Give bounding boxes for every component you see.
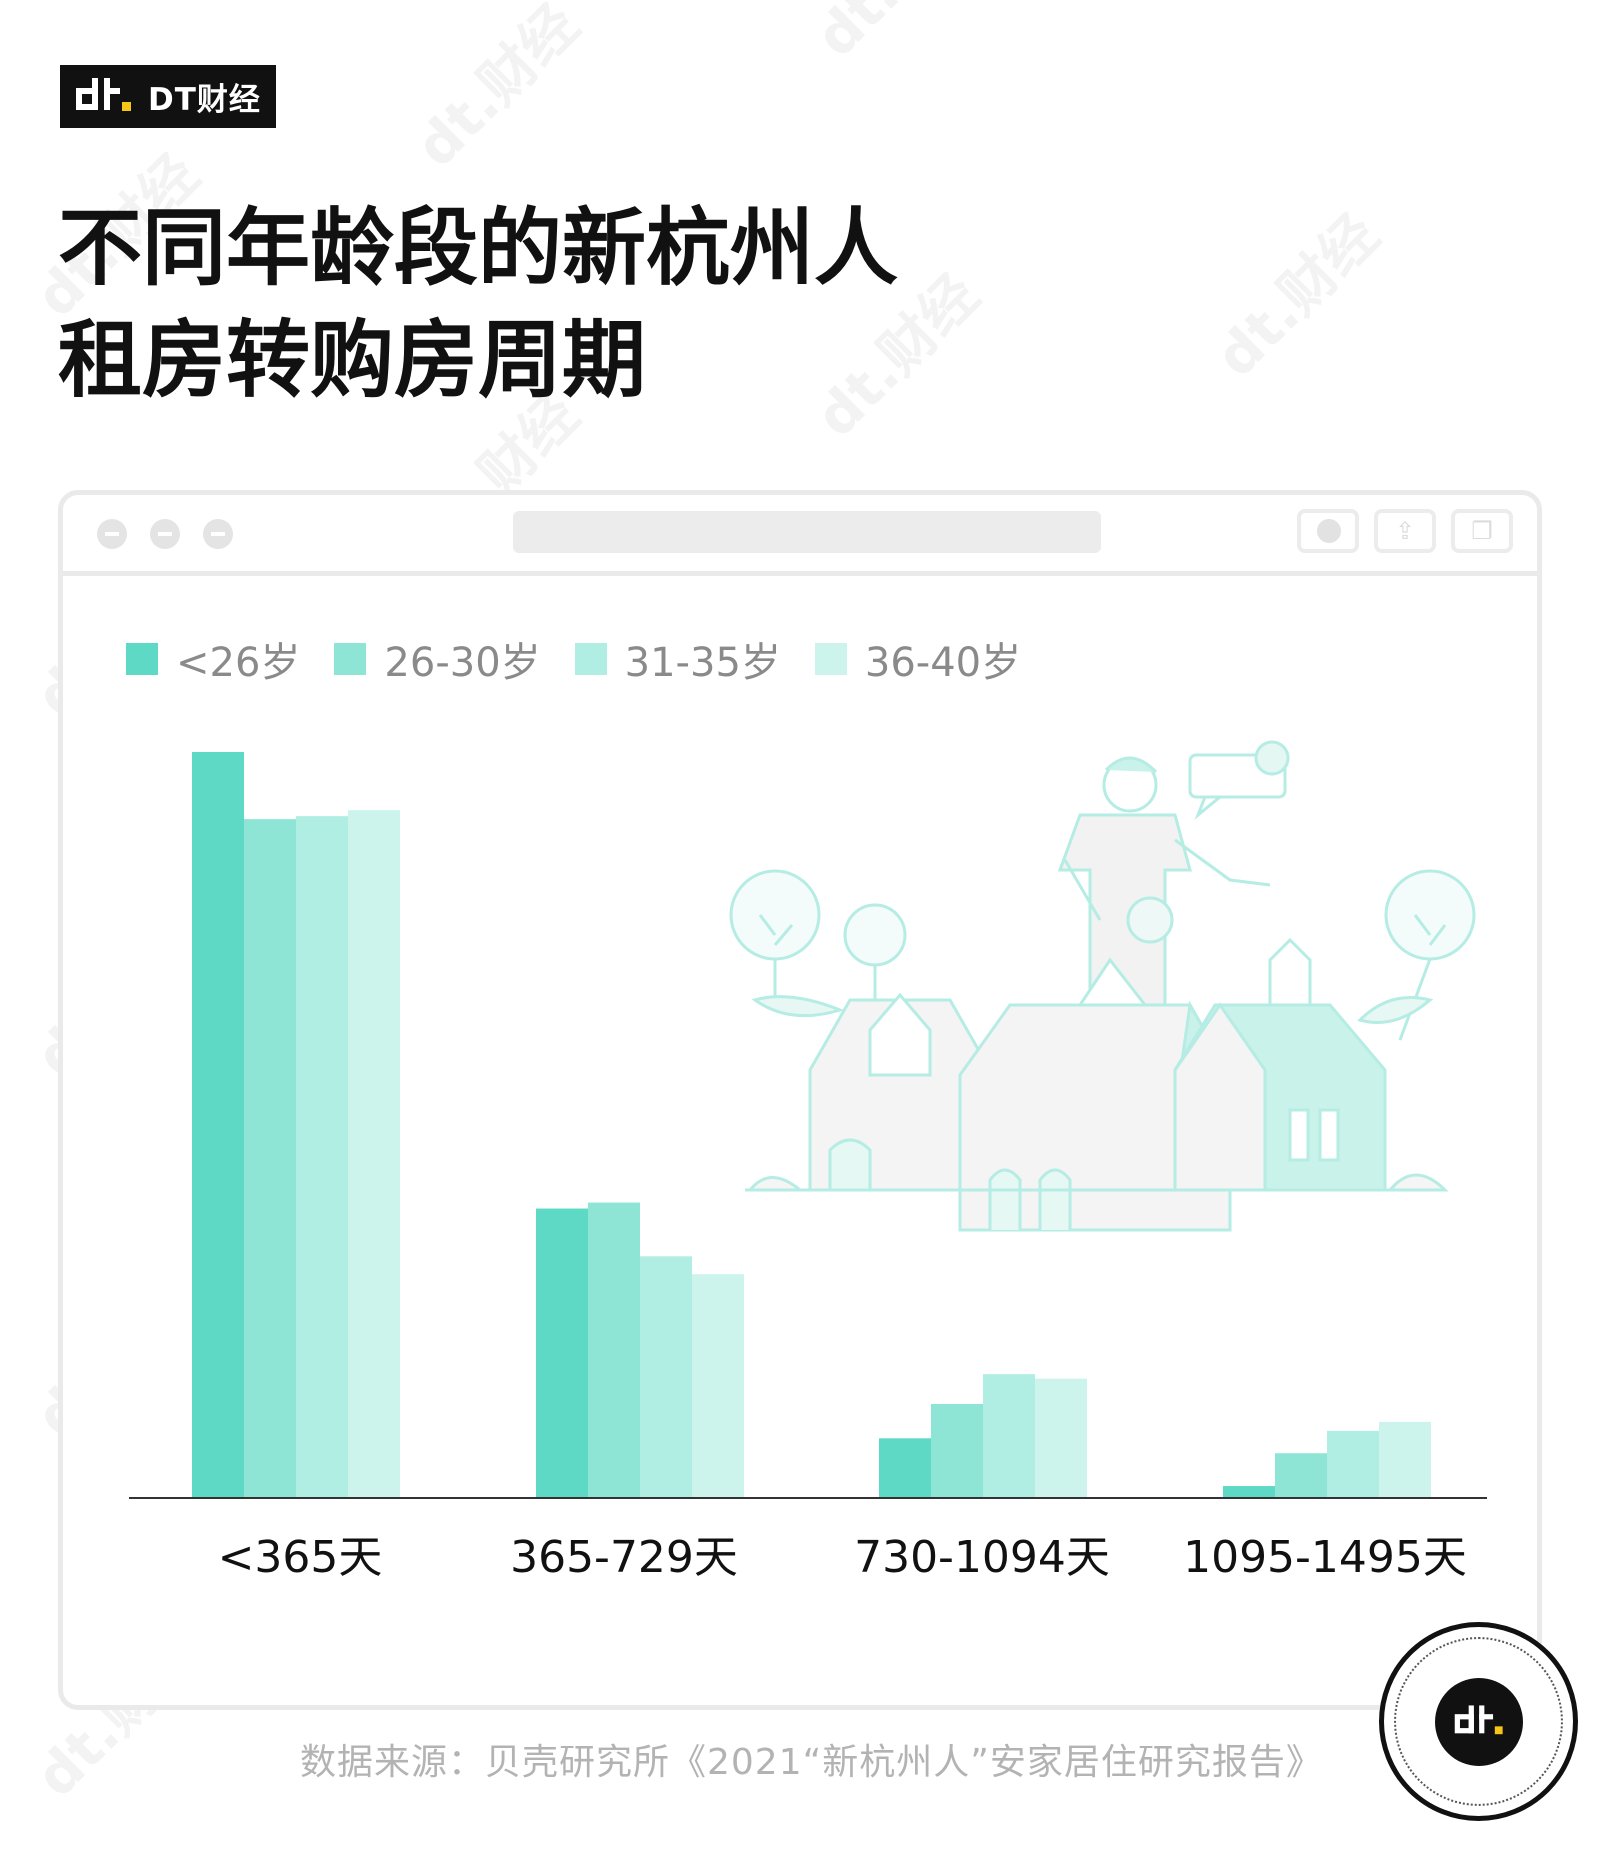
x-tick-label: 1095-1495天: [1183, 1532, 1467, 1583]
window-title-bar: ⇪ ❐: [63, 495, 1537, 576]
bar-3-0: [1223, 1486, 1275, 1498]
bar-0-0: [192, 752, 244, 1498]
legend-label: 26-30岁: [384, 640, 541, 686]
bar-2-3: [1035, 1378, 1087, 1498]
brand-name: DT财经: [148, 82, 261, 118]
brand-stamp: [1379, 1622, 1578, 1821]
bar-2-1: [931, 1404, 983, 1498]
legend-item-31-35: 31-35岁: [574, 630, 781, 688]
legend-swatch: [334, 643, 367, 675]
duplicate-button[interactable]: ❐: [1451, 509, 1513, 553]
bar-3-1: [1275, 1453, 1327, 1498]
share-icon: ⇪: [1394, 517, 1416, 545]
legend-swatch: [574, 643, 607, 675]
bar-0-2: [296, 816, 348, 1498]
address-bar[interactable]: [513, 511, 1101, 553]
data-source-note: 数据来源：贝壳研究所《2021“新杭州人”安家居住研究报告》: [300, 1742, 1323, 1783]
brand-logo: DT财经: [60, 65, 276, 128]
x-tick-label: <365天: [218, 1532, 383, 1583]
legend-label: 36-40岁: [864, 640, 1022, 686]
legend-label: 31-35岁: [624, 640, 781, 686]
stamp-logo-icon: [1435, 1678, 1523, 1766]
chart-legend: <26岁 26-30岁 31-35岁 36-40岁: [126, 630, 1021, 688]
title-line-1: 不同年龄段的新杭州人: [58, 198, 899, 297]
record-button[interactable]: [1297, 509, 1359, 553]
legend-label: <26岁: [176, 640, 301, 686]
x-tick-label: 365-729天: [510, 1532, 738, 1583]
bar-1-2: [640, 1256, 692, 1498]
legend-item-36-40: 36-40岁: [814, 630, 1022, 688]
bar-1-0: [536, 1208, 588, 1498]
bar-1-3: [692, 1274, 744, 1498]
stamp-ring: [1394, 1637, 1563, 1806]
bar-3-3: [1379, 1421, 1431, 1498]
close-icon[interactable]: [97, 519, 127, 549]
page-title: 不同年龄段的新杭州人 租房转购房周期: [58, 192, 898, 416]
legend-swatch: [814, 643, 847, 675]
bar-2-0: [879, 1438, 931, 1498]
dt-logo-icon: [76, 77, 131, 111]
bar-2-2: [983, 1374, 1035, 1498]
record-icon: [1317, 519, 1341, 543]
legend-item-lt26: <26岁: [126, 630, 300, 688]
bar-0-1: [244, 819, 296, 1498]
bar-1-1: [588, 1202, 640, 1498]
share-button[interactable]: ⇪: [1374, 509, 1436, 553]
bar-3-2: [1327, 1430, 1379, 1498]
duplicate-icon: ❐: [1471, 517, 1493, 545]
title-line-2: 租房转购房周期: [58, 310, 647, 409]
bar-0-3: [348, 810, 400, 1498]
maximize-icon[interactable]: [203, 519, 233, 549]
legend-item-26-30: 26-30岁: [334, 630, 541, 688]
minimize-icon[interactable]: [150, 519, 180, 549]
x-tick-label: 730-1094天: [854, 1532, 1110, 1583]
legend-swatch: [126, 643, 158, 675]
